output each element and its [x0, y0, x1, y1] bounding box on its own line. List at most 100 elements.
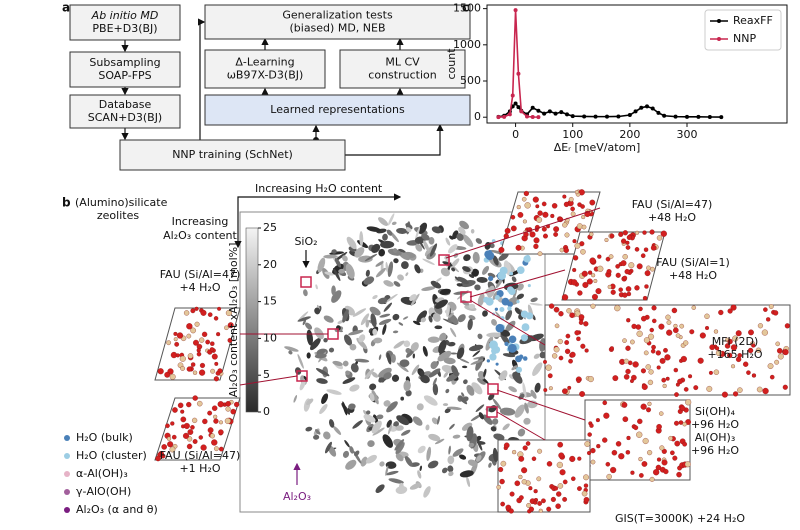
atom: [640, 253, 646, 258]
atom: [550, 496, 556, 502]
atom: [620, 260, 627, 267]
cloud-blob: [386, 352, 392, 365]
cloud-blob: [502, 353, 516, 358]
cloud-blob: [438, 339, 447, 354]
cloud-blob: [405, 223, 413, 230]
structure-label: +1 H₂O: [179, 462, 220, 475]
atom: [558, 311, 564, 317]
atom: [566, 308, 572, 314]
connector: [239, 375, 298, 386]
atom: [668, 435, 673, 441]
atom: [583, 483, 589, 488]
cloud-blob: [297, 354, 304, 369]
connector: [469, 299, 546, 346]
cloud-blob: [384, 293, 398, 304]
cloud-blob: [462, 266, 471, 272]
atom: [641, 383, 648, 390]
cloud-blob: [539, 351, 546, 359]
cloud-blob: [379, 461, 385, 467]
y-tick-label: 1500: [453, 2, 481, 15]
panel-label: b: [62, 196, 71, 210]
cloud-blob: [532, 362, 543, 376]
cloud-blob: [373, 414, 379, 424]
atom: [671, 307, 678, 314]
atom: [589, 257, 596, 264]
atom: [556, 491, 562, 497]
flow-box: [204, 94, 471, 126]
atom: [199, 337, 205, 343]
cloud-blob: [331, 290, 342, 303]
cloud-blob: [457, 314, 466, 323]
highlight: [438, 254, 450, 266]
cloud-blob: [376, 414, 384, 420]
cloud-blob: [486, 332, 502, 338]
point: [685, 114, 689, 119]
cloud-blob: [439, 332, 447, 342]
atom: [763, 307, 768, 312]
atom: [165, 423, 170, 429]
cloud-blob: [364, 368, 375, 380]
cloud-blob: [420, 374, 430, 384]
atom: [766, 317, 771, 322]
cloud-blob: [492, 447, 498, 463]
atom: [586, 450, 592, 456]
atom: [655, 350, 661, 356]
atom: [665, 314, 671, 320]
atom: [164, 371, 171, 378]
atom: [648, 369, 654, 375]
atom: [586, 278, 593, 285]
cloud-blob: [385, 461, 397, 469]
cloud-blob: [365, 454, 377, 464]
atom: [533, 500, 538, 505]
atom: [199, 369, 206, 376]
atom: [595, 418, 600, 423]
cloud-blob: [444, 254, 450, 260]
atom: [629, 379, 634, 383]
cloud-blob: [409, 483, 422, 490]
atom: [180, 416, 187, 423]
cloud-blob: [403, 380, 411, 392]
cloud-blob: [419, 268, 424, 273]
atom: [602, 437, 608, 443]
atom: [625, 286, 632, 292]
cloud-blob: [392, 330, 399, 334]
atom: [646, 407, 651, 413]
cloud-blob: [323, 315, 334, 323]
atom: [706, 385, 713, 392]
atom: [625, 450, 631, 455]
atom: [230, 408, 236, 415]
series-line: [498, 102, 722, 118]
cloud-blob: [458, 226, 466, 235]
point: [593, 114, 598, 119]
cloud-blob: [388, 478, 404, 484]
atom: [166, 340, 172, 346]
cloud-blob: [306, 352, 311, 359]
atom: [626, 234, 632, 240]
atom: [207, 312, 213, 317]
cloud-blob: [425, 424, 430, 431]
atom: [625, 245, 631, 250]
cloud-blob: [385, 465, 389, 476]
point: [516, 105, 521, 110]
water-blob: [501, 297, 510, 306]
legend-dot: [64, 435, 70, 441]
atom: [548, 386, 553, 391]
atom: [537, 210, 543, 216]
cloud-blob: [321, 393, 329, 405]
atom: [638, 473, 644, 478]
cloud-blob: [360, 313, 370, 326]
atom: [761, 329, 768, 336]
atom: [649, 476, 655, 482]
water-blob: [499, 307, 505, 313]
cloud-blob: [342, 401, 348, 416]
cloud-blob: [416, 310, 428, 323]
cloud-blob: [417, 445, 426, 454]
atom: [641, 461, 648, 467]
cloud-blob: [499, 370, 508, 381]
point: [565, 112, 569, 117]
atom: [166, 436, 172, 441]
legend-marker: [717, 19, 721, 23]
point: [536, 108, 541, 113]
cloud-blob: [354, 358, 370, 363]
point: [519, 109, 524, 114]
